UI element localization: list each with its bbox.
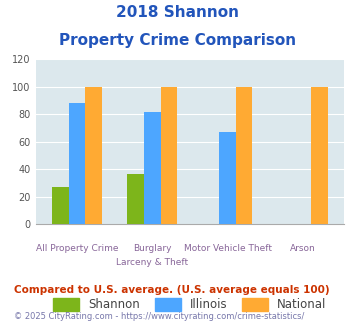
Bar — [69, 103, 85, 224]
Bar — [144, 112, 160, 224]
Bar — [52, 187, 69, 224]
Legend: Shannon, Illinois, National: Shannon, Illinois, National — [49, 293, 331, 316]
Text: Arson: Arson — [290, 244, 316, 253]
Bar — [236, 87, 252, 224]
Text: Motor Vehicle Theft: Motor Vehicle Theft — [184, 244, 272, 253]
Text: Burglary: Burglary — [133, 244, 171, 253]
Text: Property Crime Comparison: Property Crime Comparison — [59, 33, 296, 48]
Bar — [311, 87, 328, 224]
Bar — [219, 132, 236, 224]
Text: Compared to U.S. average. (U.S. average equals 100): Compared to U.S. average. (U.S. average … — [14, 285, 330, 295]
Text: All Property Crime: All Property Crime — [36, 244, 118, 253]
Text: 2018 Shannon: 2018 Shannon — [116, 5, 239, 20]
Bar — [160, 87, 177, 224]
Bar — [85, 87, 102, 224]
Bar — [127, 174, 144, 224]
Text: Larceny & Theft: Larceny & Theft — [116, 258, 188, 267]
Text: © 2025 CityRating.com - https://www.cityrating.com/crime-statistics/: © 2025 CityRating.com - https://www.city… — [14, 312, 305, 321]
